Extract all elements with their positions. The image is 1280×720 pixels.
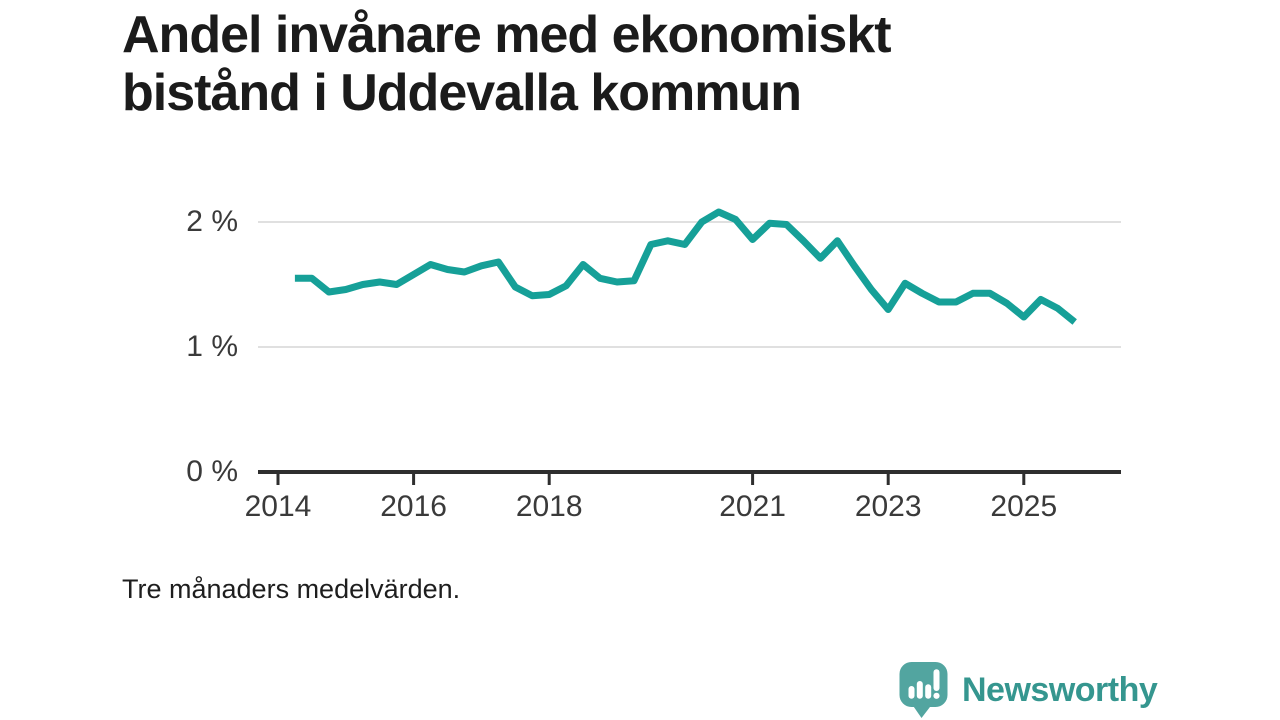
x-axis-label: 2014 — [244, 490, 312, 523]
y-axis-label: 2 % — [186, 205, 238, 238]
title-line-1: Andel invånare med ekonomiskt — [122, 6, 892, 64]
y-axis-label: 0 % — [186, 455, 238, 488]
y-axis-label: 1 % — [186, 330, 238, 363]
data-line-series — [294, 208, 1077, 325]
chart-footnote: Tre månaders medelvärden. — [122, 574, 461, 604]
bar-chart-icon — [908, 669, 940, 699]
x-axis-label: 2023 — [854, 490, 922, 523]
page-title: Andel invånare med ekonomiskt bistånd i U… — [122, 6, 892, 122]
newsworthy-logo-text: Newsworthy — [962, 670, 1158, 709]
x-axis-label: 2018 — [515, 490, 583, 523]
x-axis-label: 2016 — [380, 490, 447, 523]
newsworthy-logo: Newsworthy — [896, 661, 1158, 719]
x-axis-label: 2025 — [990, 490, 1058, 523]
newsworthy-logo-icon — [899, 662, 948, 718]
title-line-2: bistånd i Uddevalla kommun — [122, 64, 802, 122]
x-axis-label: 2021 — [719, 490, 786, 523]
